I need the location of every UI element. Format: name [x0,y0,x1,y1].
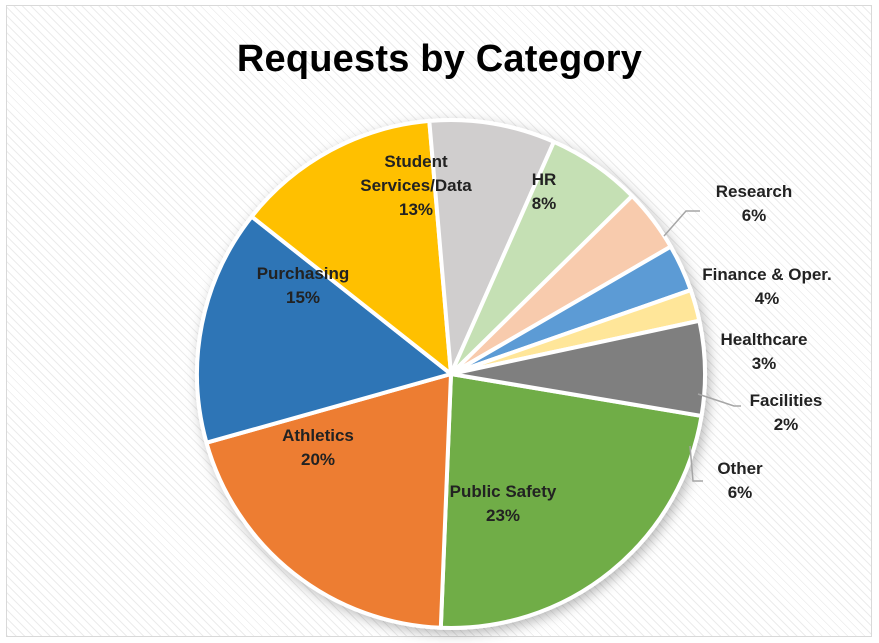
data-label-category-athletics: Athletics [282,426,354,445]
pie-slice-hr [427,118,556,376]
data-label-finance-oper: Finance & Oper. 4% [702,265,831,308]
data-label-value-healthcare: 3% [752,354,777,373]
data-label-value-facilities: 2% [774,415,799,434]
data-label-other: Other 6% [717,459,763,502]
data-label-athletics: Athletics 20% [282,426,354,469]
pie-slice-student-services-data [249,118,453,376]
data-label-purchasing: Purchasing 15% [257,264,350,307]
data-label-value-student-services-data: 13% [399,200,433,219]
chart-title: Requests by Category [236,38,643,80]
data-label-value-finance-oper: 4% [755,289,780,308]
data-label-category-purchasing: Purchasing [257,264,350,283]
data-label-category-public-safety: Public Safety [450,482,557,501]
leader-line-facilities [697,393,741,407]
leader-line-research [663,210,700,237]
data-label-value-research: 6% [742,206,767,225]
data-label-value-athletics: 20% [301,450,335,469]
data-label-value-other: 6% [728,483,753,502]
pie-slice-purchasing [195,214,453,445]
data-label-value-public-safety: 23% [486,506,520,525]
data-label-value-hr: 8% [532,194,557,213]
data-label-category-research: Research [716,182,793,201]
data-label-student-services-data: Student Services/Data 13% [360,152,472,219]
pie-slice-public-safety [438,372,704,630]
data-label-category-hr: HR [532,170,557,189]
data-label-research: Research 6% [716,182,793,225]
data-label-category-other: Other [717,459,763,478]
data-label-category-healthcare: Healthcare [721,330,808,349]
data-label-category-finance-oper: Finance & Oper. [702,265,831,284]
pie-slice-other [449,318,707,418]
data-label-healthcare: Healthcare 3% [721,330,808,373]
data-label-category-student-services-data: Student [384,152,448,171]
leader-line-other [689,445,703,482]
data-label-category-student-services-data: Services/Data [360,176,472,195]
pie-slice-athletics [204,372,453,630]
data-label-facilities: Facilities 2% [750,391,823,434]
data-label-category-facilities: Facilities [750,391,823,410]
data-label-public-safety: Public Safety 23% [450,482,557,525]
data-label-hr: HR 8% [532,170,557,213]
data-label-value-purchasing: 15% [286,288,320,307]
